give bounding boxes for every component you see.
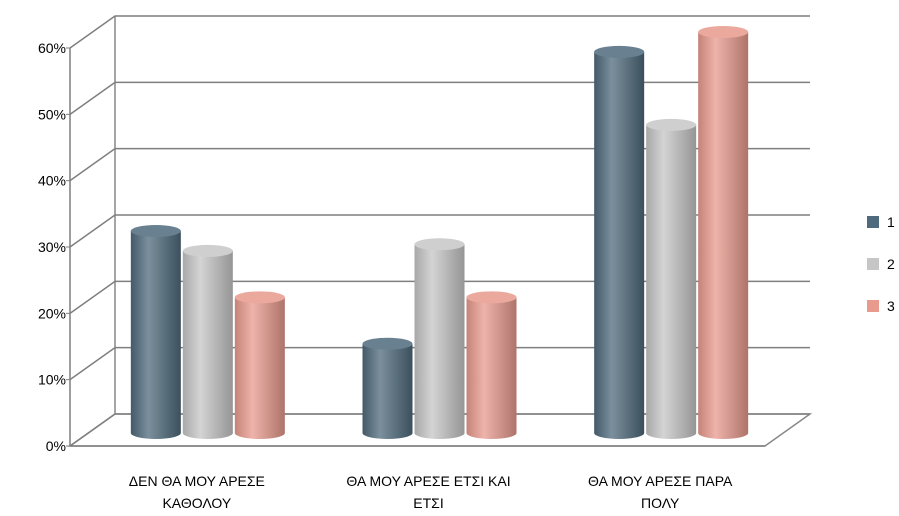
- gridline: [69, 346, 810, 381]
- bar-body: [698, 32, 749, 440]
- bar: [466, 291, 517, 440]
- bar-top: [362, 337, 413, 350]
- bar: [182, 244, 233, 439]
- y-tick-label: 60%: [38, 40, 66, 56]
- gridline: [69, 280, 810, 314]
- legend-swatch: [867, 258, 879, 270]
- bar-body: [414, 244, 465, 440]
- bar: [594, 45, 645, 440]
- bars: [130, 26, 749, 440]
- bar: [698, 26, 749, 440]
- y-tick-label: 40%: [38, 173, 66, 189]
- bar-top: [414, 238, 465, 251]
- gridline: [69, 147, 810, 182]
- bar-body: [594, 51, 645, 440]
- legend: 1 2 3: [867, 214, 895, 314]
- bar: [414, 238, 465, 440]
- bar-body: [466, 297, 517, 440]
- bar-body: [234, 297, 285, 439]
- bar: [130, 225, 181, 440]
- legend-label: 2: [887, 256, 895, 272]
- bar-top: [466, 291, 517, 304]
- bar-top: [594, 45, 645, 58]
- legend-item: 2: [867, 256, 895, 272]
- y-tick-labels: 0% 10% 20% 30% 40% 50% 60%: [38, 40, 66, 454]
- gridlines: [69, 15, 810, 447]
- legend-item: 1: [867, 214, 895, 230]
- gridline: [69, 81, 810, 115]
- legend-label: 1: [887, 214, 895, 230]
- x-category-label: ΘΑ ΜΟΥ ΑΡΕΣΕ ΕΤΣΙ ΚΑΙ ΕΤΣΙ: [346, 473, 510, 511]
- legend-swatch: [867, 300, 879, 312]
- bar-top: [698, 26, 749, 38]
- legend-item: 3: [867, 298, 895, 314]
- x-category-labels: ΔΕΝ ΘΑ ΜΟΥ ΑΡΕΣΕ ΚΑΘΟΛΟΥ ΘΑ ΜΟΥ ΑΡΕΣΕ ΕΤΣΙ…: [129, 473, 733, 511]
- bar-body: [182, 250, 233, 439]
- x-category-label: ΔΕΝ ΘΑ ΜΟΥ ΑΡΕΣΕ ΚΑΘΟΛΟΥ: [129, 473, 265, 511]
- gridline: [69, 413, 810, 447]
- legend-label: 3: [887, 298, 895, 314]
- gridline: [69, 214, 810, 248]
- bar-body: [362, 343, 413, 440]
- bar-top: [646, 118, 697, 131]
- bar: [646, 118, 697, 440]
- bar-top: [182, 244, 233, 257]
- bar-body: [646, 124, 697, 440]
- bar: [234, 291, 285, 439]
- axes: [66, 47, 765, 447]
- bar-top: [234, 291, 285, 304]
- y-tick-label: 20%: [38, 305, 66, 321]
- bar-top: [130, 225, 181, 237]
- bar: [362, 337, 413, 440]
- legend-swatch: [867, 216, 879, 228]
- bar-body: [130, 231, 181, 440]
- x-category-label: ΘΑ ΜΟΥ ΑΡΕΣΕ ΠΑΡΑ ΠΟΛΥ: [588, 473, 733, 511]
- y-tick-label: 30%: [38, 239, 66, 255]
- y-tick-label: 0%: [46, 438, 66, 454]
- y-tick-label: 50%: [38, 106, 66, 122]
- gridline: [69, 15, 810, 49]
- y-tick-label: 10%: [38, 372, 66, 388]
